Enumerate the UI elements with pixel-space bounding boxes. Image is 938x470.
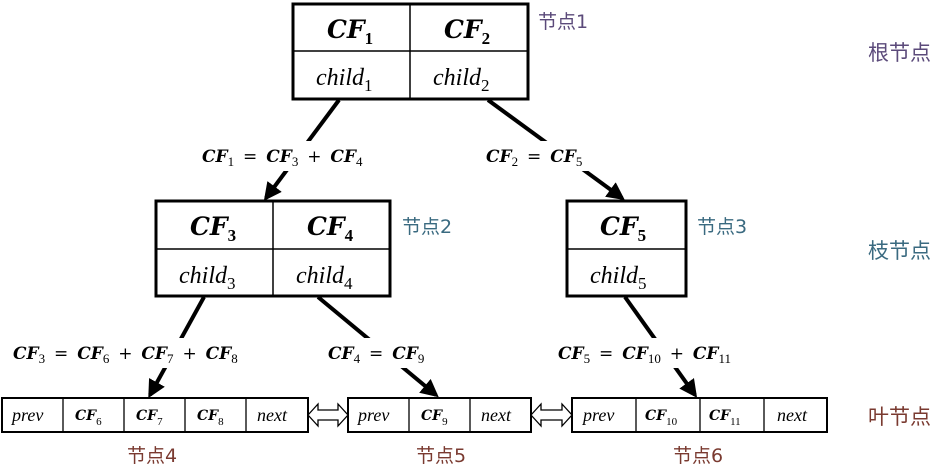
prev-label: prev	[356, 405, 389, 425]
cf-label: CF7	[136, 408, 163, 428]
cf-label: CF4	[307, 212, 354, 245]
level-label-branch: 枝节点	[868, 239, 931, 263]
cf-label: CF11	[709, 408, 741, 428]
next-label: next	[481, 405, 512, 425]
prev-label: prev	[581, 405, 614, 425]
equation-1: CF1 = CF3 + CF4	[202, 147, 363, 171]
equation-3: CF3 = CF6 + CF7 + CF8	[13, 344, 238, 368]
node-1-label: 节点1	[538, 11, 588, 33]
node-4: prev CF6 CF7 CF8 next	[1, 397, 309, 433]
node-5: prev CF9 next	[347, 397, 532, 433]
prev-label: prev	[10, 405, 43, 425]
cf-label: CF1	[327, 15, 373, 48]
cf-label: CF3	[190, 212, 236, 245]
node-6-label: 节点6	[673, 445, 723, 467]
double-arrow-icon	[530, 402, 573, 428]
node-5-label: 节点5	[416, 445, 466, 467]
node-2-label: 节点2	[402, 216, 452, 238]
child-label: child3	[179, 263, 236, 293]
cf-label: CF8	[197, 408, 224, 428]
cf-label: CF2	[444, 15, 490, 48]
level-label-root: 根节点	[868, 41, 931, 65]
cf-label: CF6	[75, 408, 102, 428]
double-arrow-icon	[307, 402, 349, 428]
node-3-label: 节点3	[697, 216, 747, 238]
level-label-leaf: 叶节点	[868, 405, 931, 429]
cf-label: CF10	[645, 408, 678, 428]
cf-label: CF9	[421, 408, 448, 428]
equation-5: CF5 = CF10 + CF11	[558, 344, 731, 368]
next-label: next	[777, 405, 808, 425]
child-label: child1	[316, 65, 373, 95]
child-label: child4	[296, 263, 353, 293]
node-3: CF5 child5	[565, 199, 688, 298]
child-label: child5	[590, 263, 647, 293]
node-4-label: 节点4	[127, 445, 177, 467]
equation-4: CF4 = CF9	[328, 344, 424, 368]
next-label: next	[257, 405, 288, 425]
cf-label: CF5	[600, 212, 646, 245]
node-6: prev CF10 CF11 next	[571, 397, 828, 433]
node-1: CF1 CF2 child1 child2	[291, 2, 530, 101]
node-2: CF3 CF4 child3 child4	[154, 199, 392, 298]
equation-2: CF2 = CF5	[486, 147, 582, 171]
child-label: child2	[433, 65, 490, 95]
